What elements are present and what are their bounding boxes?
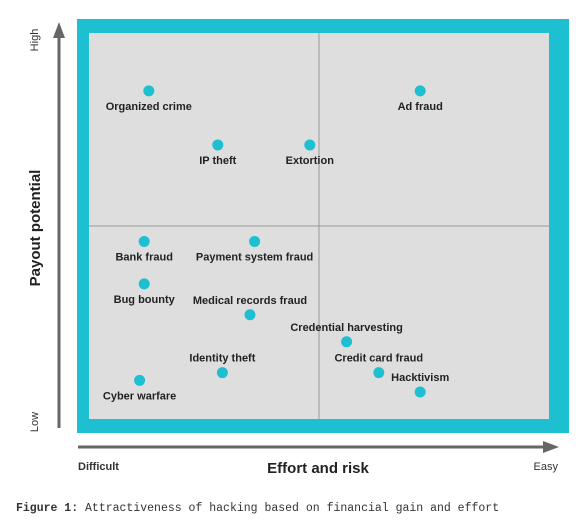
data-point-label: Credit card fraud — [334, 353, 423, 365]
data-point — [244, 309, 256, 321]
x-axis-arrow — [543, 441, 559, 453]
scatter-chart: High Low Payout potential Difficult Easy… — [27, 19, 569, 477]
y-axis-arrow — [53, 22, 65, 38]
data-point-label: Medical records fraud — [193, 295, 307, 307]
data-point — [304, 139, 316, 151]
caption-label: Figure 1: — [16, 502, 79, 515]
data-point-label: Identity theft — [189, 353, 255, 365]
data-point-label: Extortion — [286, 155, 335, 167]
x-tick-low: Difficult — [78, 461, 119, 473]
data-point-label: Organized crime — [106, 101, 192, 113]
data-point — [138, 278, 150, 290]
data-point — [249, 235, 261, 247]
figure-caption: Figure 1: Attractiveness of hacking base… — [16, 502, 499, 515]
x-axis-label: Effort and risk — [267, 460, 369, 477]
data-point-label: Hacktivism — [391, 372, 449, 384]
y-tick-high: High — [29, 29, 41, 52]
data-point-label: Bank fraud — [115, 251, 172, 263]
data-point-label: Cyber warfare — [103, 390, 176, 402]
caption-text: Attractiveness of hacking based on finan… — [78, 502, 500, 515]
data-point-label: Ad fraud — [398, 101, 443, 113]
data-point-label: Credential harvesting — [290, 322, 402, 334]
x-tick-high: Easy — [534, 461, 559, 473]
data-point — [212, 139, 224, 151]
data-point — [216, 367, 228, 379]
data-point — [414, 85, 426, 97]
data-point — [138, 235, 150, 247]
data-point-label: Payment system fraud — [196, 251, 313, 263]
data-point — [373, 367, 385, 379]
data-point — [341, 336, 353, 348]
y-tick-low: Low — [29, 412, 41, 432]
data-point — [414, 386, 426, 398]
y-axis-label: Payout potential — [27, 170, 44, 287]
data-point-label: Bug bounty — [114, 294, 176, 306]
data-points: Organized crime Ad fraud IP theft Extortion… — [103, 85, 449, 402]
data-point-label: IP theft — [199, 155, 236, 167]
data-point — [134, 374, 146, 386]
data-point — [143, 85, 155, 97]
